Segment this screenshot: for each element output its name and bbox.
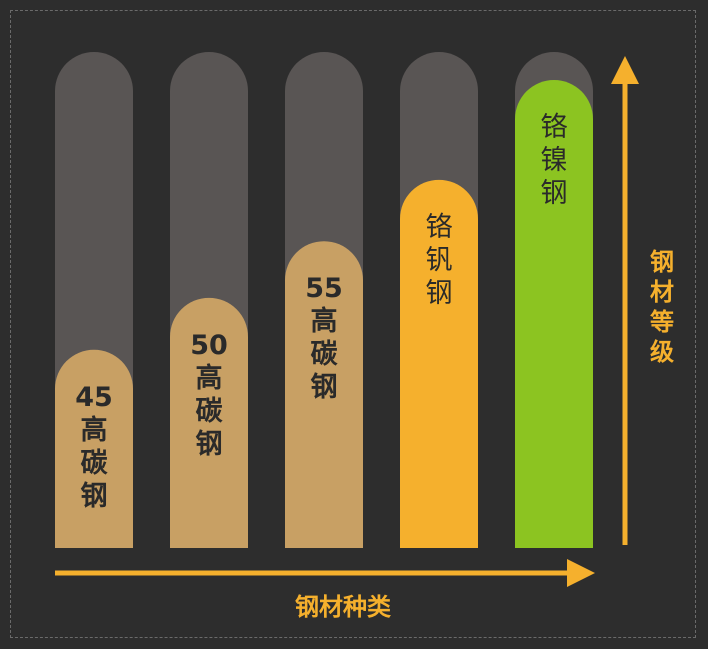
y-axis-title-char: 材 bbox=[650, 278, 674, 306]
bar-label: 钒 bbox=[426, 245, 453, 276]
bar-label: 碳 bbox=[81, 448, 109, 479]
bar-label: 碳 bbox=[311, 339, 339, 370]
bar-label: 钢 bbox=[541, 178, 568, 209]
chart-frame bbox=[10, 10, 696, 638]
bars bbox=[55, 80, 593, 548]
y-axis-arrow-icon bbox=[611, 56, 639, 84]
y-axis-title-char: 钢 bbox=[650, 248, 674, 276]
bar-label: 45 bbox=[75, 382, 113, 413]
bar bbox=[400, 179, 478, 548]
bar-label: 高 bbox=[311, 305, 338, 337]
x-axis-arrow-icon bbox=[567, 559, 595, 587]
bar-label: 铬 bbox=[541, 112, 568, 143]
bar-label: 碳 bbox=[196, 396, 224, 427]
x-axis-title: 钢材种类 bbox=[295, 593, 392, 621]
bar-label: 钢 bbox=[196, 429, 223, 460]
bar-label: 55 bbox=[305, 273, 343, 304]
y-axis-title-char: 级 bbox=[650, 338, 674, 366]
y-axis bbox=[611, 56, 639, 545]
bar bbox=[515, 80, 593, 548]
bar-label: 高 bbox=[81, 414, 108, 446]
bar bbox=[285, 241, 363, 548]
bar bbox=[170, 297, 248, 548]
bar-label: 镍 bbox=[541, 145, 568, 176]
bar-label: 高 bbox=[196, 362, 223, 394]
bar bbox=[55, 349, 133, 548]
x-axis bbox=[55, 559, 595, 587]
bar-label: 铬 bbox=[426, 212, 453, 243]
bar-label: 50 bbox=[190, 330, 228, 361]
y-axis-title-char: 等 bbox=[650, 308, 674, 336]
bar-label: 钢 bbox=[311, 372, 338, 403]
bar-label: 钢 bbox=[426, 278, 453, 309]
bar-label: 钢 bbox=[81, 481, 108, 512]
